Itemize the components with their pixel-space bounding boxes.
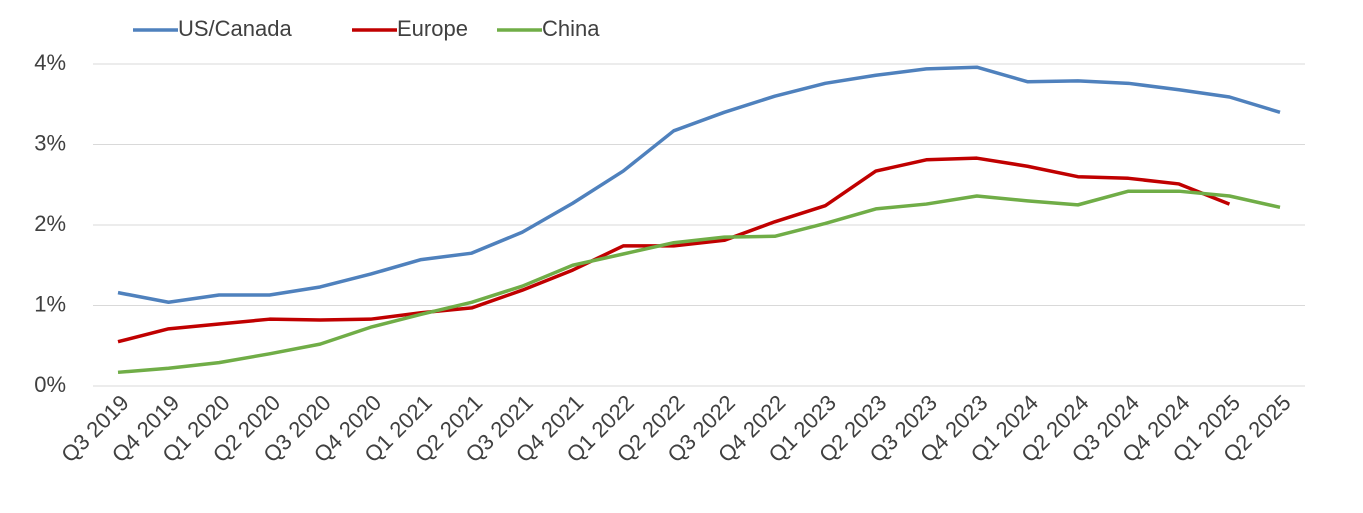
legend-label: Europe xyxy=(397,16,468,41)
series-line xyxy=(117,65,1281,305)
y-tick-label: 1% xyxy=(34,291,66,316)
y-tick-label: 4% xyxy=(34,50,66,75)
series-line xyxy=(117,156,1231,344)
y-tick-label: 0% xyxy=(34,372,66,397)
legend-item: US/Canada xyxy=(133,16,293,41)
y-tick-label: 3% xyxy=(34,130,66,155)
y-tick-label: 2% xyxy=(34,211,66,236)
legend-item: Europe xyxy=(352,16,468,41)
legend-item: China xyxy=(497,16,600,41)
legend-label: US/Canada xyxy=(178,16,293,41)
legend-label: China xyxy=(542,16,600,41)
series-line xyxy=(117,189,1281,375)
